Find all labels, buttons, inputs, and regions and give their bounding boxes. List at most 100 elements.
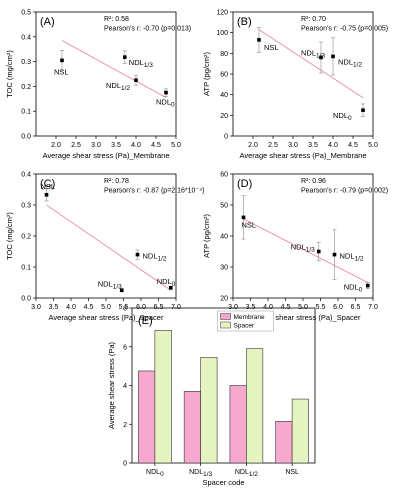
y-tick-label: 20	[220, 296, 228, 303]
y-tick-label: 2	[123, 422, 127, 429]
x-tick-label: 3.5	[308, 142, 318, 149]
point-marker	[331, 54, 335, 59]
stat-line: Pearson's r: -0.75 (p=0.005)	[301, 26, 388, 33]
y-tick-label: 0.4	[21, 34, 31, 41]
data-point: NSL	[41, 182, 56, 202]
point-label: NDL1/2	[340, 252, 364, 263]
point-label: NSL	[264, 43, 279, 52]
y-tick-label: 60	[220, 72, 228, 79]
legend-label: Membrane	[234, 314, 265, 321]
point-label: NDL1/2	[143, 252, 167, 263]
y-tick-label: 0.0	[21, 134, 31, 141]
y-tick-label: 20	[220, 113, 228, 120]
plot-frame	[35, 11, 177, 137]
x-tick-label: NDL1/3	[189, 469, 212, 478]
point-marker	[119, 288, 124, 293]
data-point: NDL0	[156, 88, 175, 109]
bar-membrane	[138, 370, 156, 464]
y-axis-label: ATP (pg/cm²)	[202, 214, 211, 258]
stat-line: Pearson's r: -0.79 (p=0.002)	[301, 188, 388, 195]
x-tick-label: 7.0	[171, 304, 181, 311]
y-axis-label: TOC (mg/cm²)	[5, 50, 14, 98]
fit-line	[61, 40, 167, 98]
point-marker	[44, 192, 49, 197]
x-tick-label: 5.0	[101, 304, 111, 311]
x-tick-label: 4.5	[84, 304, 94, 311]
fit-line	[243, 218, 368, 283]
x-tick-label: 5.5	[316, 304, 326, 311]
x-tick-label: 4.5	[151, 142, 161, 149]
y-tick-label: 0	[123, 461, 127, 468]
point-marker	[123, 55, 127, 59]
x-tick-label: 2.0	[248, 142, 258, 149]
data-point: NSL	[241, 195, 257, 240]
data-point: NDL1/3	[98, 279, 124, 293]
stat-line: R²: 0.58	[104, 16, 129, 23]
point-marker	[332, 252, 337, 257]
x-tick-label: 3.0	[288, 142, 298, 149]
x-axis-label: Average shear stress (Pa)_Membrane	[239, 151, 366, 160]
panel-label: (E)	[138, 315, 153, 327]
x-tick-label: 3.0	[91, 142, 101, 149]
x-tick-label: 6.0	[333, 304, 343, 311]
x-tick-label: NDL0	[146, 469, 164, 478]
point-label: NDL0	[156, 98, 175, 109]
x-tick-label: 6.0	[136, 304, 146, 311]
data-point: NDL1/2	[135, 249, 167, 263]
y-tick-label: 100	[216, 30, 228, 37]
panel-c: 3.0 3.5 4.0 4.5 5.0 5.5 6.0 6.5 7.0 0.0 0.1 0.2 0.3 0…	[5, 172, 204, 323]
y-tick-label: 8	[123, 306, 127, 313]
x-tick-label: 5.0	[368, 142, 378, 149]
data-point: NDL1/3	[122, 50, 153, 69]
x-tick-label: 6.5	[154, 304, 164, 311]
bar-spacer	[291, 398, 309, 464]
point-label: NDL1/3	[98, 279, 122, 290]
legend-label: Spacer	[234, 323, 255, 330]
x-axis-label: Average shear stress (Pa)_Membrane	[42, 151, 169, 160]
data-point: NDL0	[157, 277, 176, 290]
x-tick-label: 4.5	[281, 304, 291, 311]
y-axis-label: TOC (mg/cm²)	[5, 212, 14, 260]
point-label: NDL1/3	[301, 48, 325, 59]
x-tick-label: NSL	[285, 469, 299, 476]
x-tick-label: 4.0	[263, 304, 273, 311]
fit-line	[258, 29, 364, 99]
stat-line: R²: 0.70	[301, 16, 326, 23]
point-label: NSL	[41, 182, 56, 191]
point-label: NDL0	[157, 277, 176, 288]
data-point: NDL0	[333, 103, 365, 122]
data-point: NSL	[257, 27, 279, 53]
x-tick-label: 3.0	[228, 304, 238, 311]
panel-d: 3.0 3.5 4.0 4.5 5.0 5.5 6.0 6.5 7.0 20 30 40 50 60 Ave…	[202, 172, 388, 323]
x-tick-label: 3.0	[31, 304, 41, 311]
point-label: NDL1/3	[291, 243, 315, 254]
panel-e: 0 2 4 6 8 Average shear stress (Pa) Spacer cod…	[107, 306, 316, 487]
point-marker	[164, 90, 168, 95]
y-tick-label: 0.3	[21, 59, 31, 66]
y-tick-label: 0	[224, 134, 228, 141]
y-tick-label: 0.4	[21, 172, 31, 179]
legend-swatch	[220, 321, 231, 329]
point-marker	[361, 108, 365, 112]
y-tick-label: 60	[220, 172, 228, 179]
x-tick-label: 3.5	[111, 142, 121, 149]
y-tick-label: 30	[220, 265, 228, 272]
legend: Membrane Spacer	[217, 310, 274, 332]
y-tick-label: 0.2	[21, 84, 31, 91]
point-label: NSL	[242, 220, 257, 229]
stat-line: Pearson's r: -0.70 (p=0.013)	[104, 26, 191, 33]
point-marker	[316, 249, 321, 254]
x-tick-label: 3.5	[49, 304, 59, 311]
x-tick-label: 5.0	[171, 142, 181, 149]
point-marker	[257, 38, 261, 42]
x-tick-label: 7.0	[368, 304, 378, 311]
data-point: NDL1/3	[291, 241, 321, 262]
y-tick-label: 80	[220, 51, 228, 58]
y-tick-label: 50	[220, 203, 228, 210]
y-axis-label: Average shear stress (Pa)	[107, 342, 116, 429]
x-axis-label: Average shear stress (Pa)_Spacer	[49, 313, 164, 322]
bar-membrane	[229, 385, 247, 464]
stat-line: Pearson's r: -0.87 (p=2.16*10⁻⁴)	[104, 188, 204, 195]
y-tick-label: 0.2	[21, 234, 31, 241]
point-label: NSL	[54, 67, 69, 76]
